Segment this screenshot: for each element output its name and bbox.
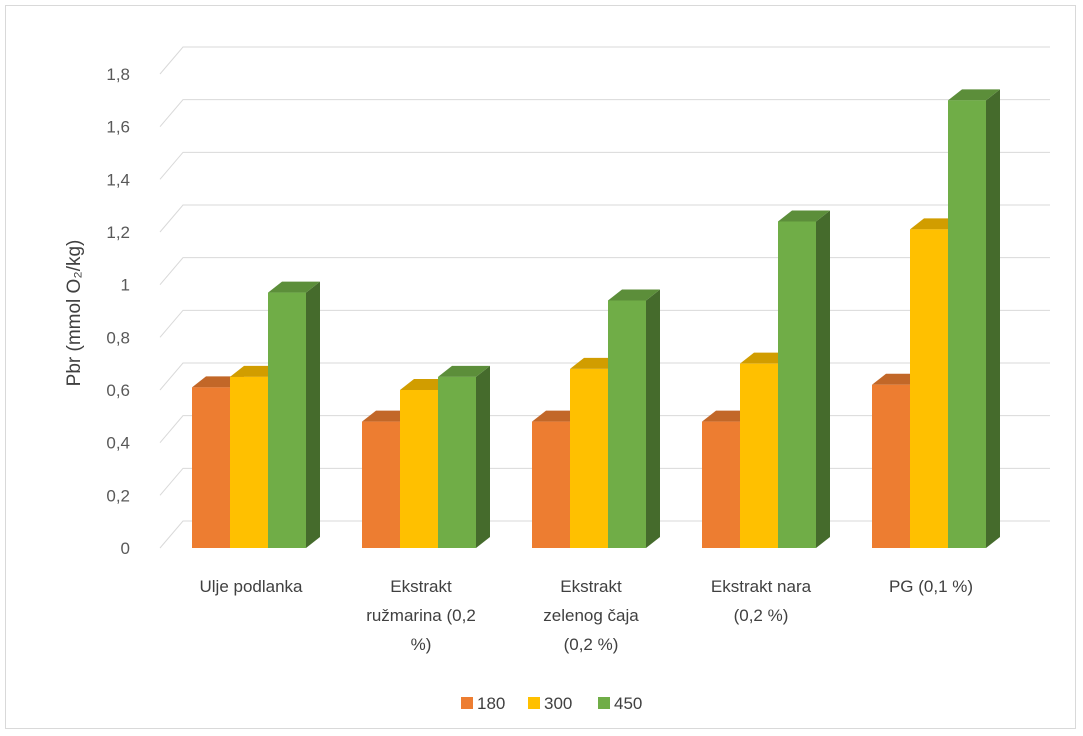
gridline — [159, 204, 1050, 233]
legend-label: 180 — [477, 694, 505, 713]
legend-item: 180 — [461, 694, 505, 713]
legend-label: 450 — [614, 694, 642, 713]
category-label: Ekstrakt zelenog čaja (0,2 %) — [543, 577, 639, 654]
x-axis-categories: Ulje podlanka Ekstrakt ružmarina (0,2 %) Eks… — [199, 577, 973, 654]
bar — [268, 281, 320, 548]
y-tick-label: 0 — [121, 539, 130, 558]
gridline — [159, 99, 1050, 127]
y-tick-label: 0,2 — [106, 486, 130, 505]
legend-swatch — [461, 697, 473, 709]
bars — [192, 89, 1000, 548]
bar — [438, 365, 490, 548]
y-tick-label: 0,4 — [106, 434, 130, 453]
y-axis-title: Pbr (mmol O₂/kg) — [64, 240, 85, 387]
bar — [778, 210, 830, 548]
legend-item: 300 — [528, 694, 572, 713]
gridline — [159, 46, 1050, 75]
category-label: Ekstrakt nara (0,2 %) — [711, 577, 812, 625]
chart-frame — [5, 5, 1076, 729]
category-label: Ekstrakt ružmarina (0,2%) — [366, 577, 476, 654]
bar — [948, 89, 1000, 548]
y-tick-label: 0,8 — [106, 328, 130, 347]
y-tick-label: 1,2 — [106, 223, 130, 242]
legend-swatch — [528, 697, 540, 709]
category-label: PG (0,1 %) — [889, 577, 973, 596]
y-tick-label: 1,4 — [106, 170, 130, 189]
y-axis-ticks: 0 0,2 0,4 0,6 0,8 1 1,2 1,4 1,6 1,8 — [106, 65, 130, 558]
y-tick-label: 1,8 — [106, 65, 130, 84]
legend: 180 300 450 — [461, 694, 642, 713]
y-tick-label: 1,6 — [106, 118, 130, 137]
y-tick-label: 0,6 — [106, 381, 130, 400]
y-tick-label: 1 — [121, 276, 130, 295]
gridline — [159, 151, 1050, 180]
legend-swatch — [598, 697, 610, 709]
legend-label: 300 — [544, 694, 572, 713]
legend-item: 450 — [598, 694, 642, 713]
gridline — [159, 257, 1050, 285]
bar — [608, 289, 660, 548]
gridline — [159, 309, 1050, 338]
category-label: Ulje podlanka — [199, 577, 303, 596]
